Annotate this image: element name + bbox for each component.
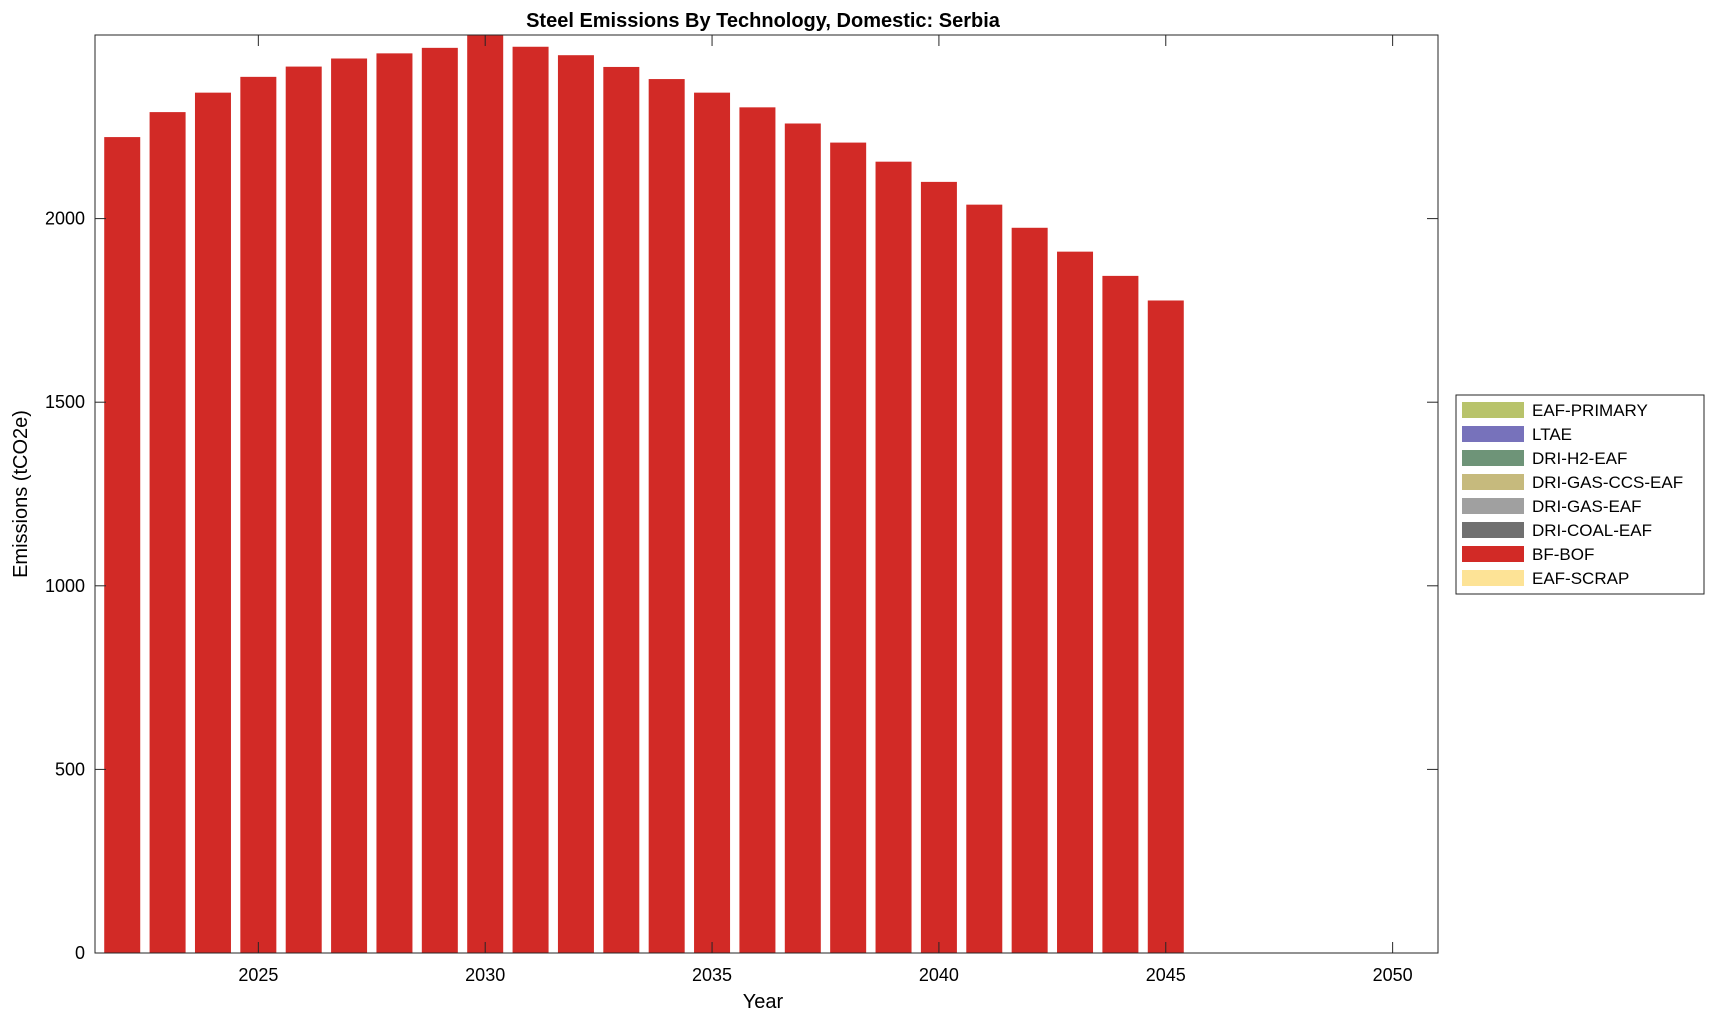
bar-bf-bof-2040 (920, 181, 957, 953)
y-axis-label: Emissions (tCO2e) (10, 410, 32, 578)
legend: EAF-PRIMARY LTAE DRI-H2-EAF DRI-GAS-CCS-EAF… (1455, 394, 1705, 595)
y-tick-label: 1500 (45, 392, 85, 412)
bar-bf-bof-2033 (603, 66, 640, 953)
legend-label-eaf-scrap: EAF-SCRAP (1532, 569, 1629, 588)
bar-bf-bof-2043 (1057, 251, 1094, 953)
legend-label-dri-gas-eaf: DRI-GAS-EAF (1532, 497, 1642, 516)
legend-swatch-eaf-scrap (1462, 570, 1524, 586)
x-tick-label: 2030 (465, 965, 505, 985)
x-axis-label: Year (743, 991, 784, 1013)
bar-bf-bof-2035 (694, 92, 731, 953)
legend-label-dri-h2-eaf: DRI-H2-EAF (1532, 449, 1627, 468)
legend-label-dri-coal-eaf: DRI-COAL-EAF (1532, 521, 1652, 540)
bar-bf-bof-2023 (149, 112, 186, 954)
legend-label-bf-bof: BF-BOF (1532, 545, 1594, 564)
x-tick-label: 2025 (238, 965, 278, 985)
bar-bf-bof-2028 (376, 53, 413, 954)
legend-label-eaf-primary: EAF-PRIMARY (1532, 401, 1648, 420)
bar-bf-bof-2041 (966, 204, 1003, 953)
bars-group (104, 35, 1184, 954)
bar-bf-bof-2042 (1011, 227, 1048, 953)
y-tick-labels: 0 500 1000 1500 2000 (45, 209, 85, 963)
chart-title: Steel Emissions By Technology, Domestic:… (526, 10, 1001, 32)
bar-bf-bof-2031 (512, 46, 549, 953)
legend-box (1455, 394, 1705, 595)
legend-swatch-dri-gas-eaf (1462, 498, 1524, 514)
bar-bf-bof-2030 (467, 35, 504, 953)
bar-bf-bof-2036 (739, 107, 776, 954)
x-tick-label: 2045 (1146, 965, 1186, 985)
bar-bf-bof-2025 (240, 76, 277, 954)
bar-bf-bof-2024 (194, 92, 231, 953)
legend-swatch-dri-h2-eaf (1462, 450, 1524, 466)
x-tick-label: 2050 (1373, 965, 1413, 985)
y-tick-label: 0 (75, 943, 85, 963)
bar-bf-bof-2037 (784, 123, 821, 953)
legend-swatch-dri-coal-eaf (1462, 522, 1524, 538)
legend-swatch-eaf-primary (1462, 402, 1524, 418)
bar-bf-bof-2032 (557, 55, 594, 953)
x-tick-label: 2040 (919, 965, 959, 985)
bar-bf-bof-2034 (648, 79, 685, 953)
legend-swatch-bf-bof (1462, 546, 1524, 562)
bar-bf-bof-2045 (1147, 300, 1184, 953)
legend-label-ltae: LTAE (1532, 425, 1572, 444)
bar-bf-bof-2039 (875, 161, 912, 953)
plot-area-frame (94, 34, 1439, 954)
y-tick-label: 500 (55, 759, 85, 779)
y-tick-label: 1000 (45, 576, 85, 596)
legend-label-dri-gas-ccs-eaf: DRI-GAS-CCS-EAF (1532, 473, 1683, 492)
bar-bf-bof-2038 (830, 142, 867, 954)
bar-bf-bof-2022 (104, 137, 141, 953)
x-tick-label: 2035 (692, 965, 732, 985)
bar-bf-bof-2027 (331, 58, 368, 953)
legend-swatch-ltae (1462, 426, 1524, 442)
bar-bf-bof-2026 (285, 66, 322, 953)
axis-ticks (95, 35, 1438, 954)
bar-bf-bof-2044 (1102, 275, 1139, 953)
x-tick-labels: 2025 2030 2035 2040 2045 2050 (238, 965, 1412, 985)
legend-swatch-dri-gas-ccs-eaf (1462, 474, 1524, 490)
y-tick-label: 2000 (45, 209, 85, 229)
bar-bf-bof-2029 (421, 47, 458, 954)
